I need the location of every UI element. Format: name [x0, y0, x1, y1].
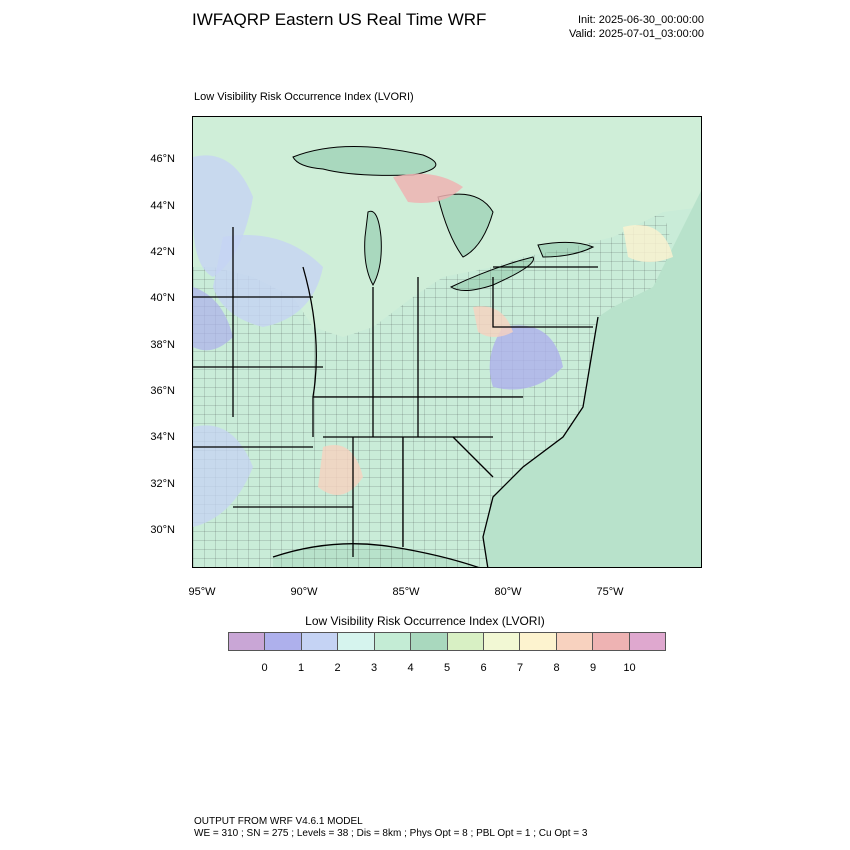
colorbar-box: [483, 633, 521, 650]
colorbar-box: [229, 633, 266, 650]
us-counties: [193, 212, 673, 567]
colorbar-label: 6: [480, 662, 487, 674]
colorbar-box: [411, 633, 448, 650]
colorbar: [228, 632, 666, 651]
lat-label: 40°N: [150, 292, 175, 304]
state-borders: [193, 227, 598, 557]
colorbar-label: 1: [297, 662, 305, 674]
colorbar-label: 8: [553, 662, 560, 674]
panel-title: Low Visibility Risk Occurrence Index (LV…: [194, 91, 414, 103]
colorbar-box: [338, 633, 375, 650]
colorbar-box: [556, 633, 594, 650]
colorbar-box: [520, 633, 557, 650]
lat-label: 30°N: [150, 524, 175, 536]
page-title: IWFAQRP Eastern US Real Time WRF: [192, 10, 487, 29]
lat-label: 44°N: [150, 200, 175, 212]
colorbar-label: 2: [334, 662, 341, 674]
risk-patch-low-iowa: [213, 235, 323, 327]
colorbar-box: [629, 633, 666, 650]
footer-config-line: WE = 310 ; SN = 275 ; Levels = 38 ; Dis …: [194, 828, 588, 839]
lon-label: 85°W: [392, 586, 420, 598]
lon-label: 95°W: [188, 586, 216, 598]
risk-patch-low-louisiana: [193, 425, 253, 527]
init-time: Init: 2025-06-30_00:00:00: [578, 14, 704, 26]
east-coastline: [482, 316, 599, 567]
colorbar-label: 5: [443, 662, 451, 674]
colorbar-label: 7: [516, 662, 524, 674]
colorbar-title: Low Visibility Risk Occurrence Index (LV…: [305, 614, 545, 628]
risk-patch-low-virginia: [489, 325, 563, 390]
valid-time: Valid: 2025-07-01_03:00:00: [569, 28, 704, 40]
risk-patch-mid-newengland: [623, 225, 673, 262]
colorbar-label: 3: [370, 662, 378, 674]
lat-label: 36°N: [150, 385, 175, 397]
colorbar-label: 9: [589, 662, 597, 674]
risk-patch-high-alabama: [318, 445, 363, 495]
gulf-coastline: [272, 543, 480, 567]
lake-huron: [437, 193, 494, 258]
atlantic-ocean: [483, 191, 701, 567]
colorbar-label: 10: [623, 662, 636, 674]
map-frame: [192, 116, 702, 568]
colorbar-label: 4: [407, 662, 414, 674]
lat-label: 32°N: [150, 478, 175, 490]
lon-label: 75°W: [596, 586, 624, 598]
risk-patch-low-missouri: [193, 287, 233, 351]
lon-label: 90°W: [290, 586, 318, 598]
lat-label: 42°N: [150, 246, 175, 258]
colorbar-box: [301, 633, 339, 650]
lat-label: 46°N: [150, 153, 175, 165]
colorbar-box: [593, 633, 630, 650]
lon-label: 80°W: [494, 586, 522, 598]
colorbar-box: [265, 633, 302, 650]
lat-label: 38°N: [150, 339, 175, 351]
lake-michigan: [364, 210, 382, 287]
risk-patch-high-michigan: [393, 173, 463, 203]
colorbar-box: [447, 633, 484, 650]
footer-model-line: OUTPUT FROM WRF V4.6.1 MODEL: [194, 816, 363, 827]
map-svg: [193, 117, 701, 567]
lat-label: 34°N: [150, 431, 175, 443]
colorbar-label: 0: [261, 662, 268, 674]
colorbar-box: [374, 633, 412, 650]
